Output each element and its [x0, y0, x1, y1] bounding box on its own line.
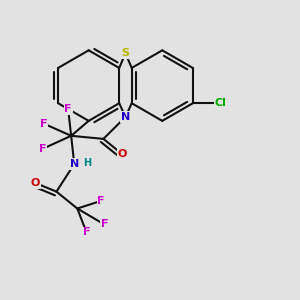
Text: F: F	[39, 144, 47, 154]
Text: F: F	[83, 227, 90, 237]
Text: Cl: Cl	[214, 98, 226, 108]
Text: N: N	[70, 159, 79, 169]
Text: F: F	[40, 118, 47, 128]
Text: O: O	[118, 149, 127, 159]
Text: S: S	[122, 48, 130, 58]
Text: F: F	[100, 220, 108, 230]
Text: O: O	[31, 178, 40, 188]
Text: F: F	[64, 104, 72, 114]
Text: F: F	[98, 196, 105, 206]
Text: N: N	[121, 112, 130, 122]
Text: H: H	[83, 158, 91, 168]
